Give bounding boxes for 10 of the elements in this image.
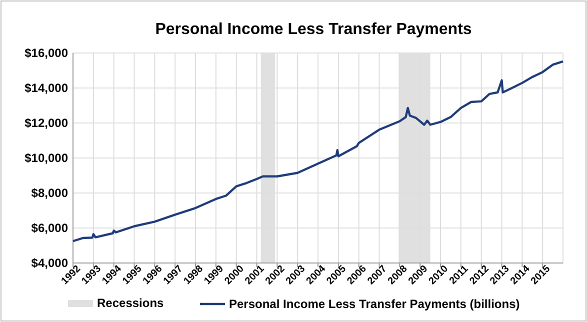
- legend-label: Recessions: [97, 296, 164, 310]
- legend-label: Personal Income Less Transfer Payments (billions): [229, 297, 520, 311]
- y-tick-label: $6,000: [31, 221, 68, 236]
- line-series: [72, 60, 564, 242]
- y-tick-label: $14,000: [24, 81, 68, 96]
- y-tick-label: $12,000: [24, 116, 68, 130]
- y-tick-label: $16,000: [24, 46, 68, 60]
- chart-title: Personal Income Less Transfer Payments: [155, 21, 472, 38]
- y-tick-label: $10,000: [24, 151, 68, 166]
- y-tick-label: $8,000: [31, 186, 68, 200]
